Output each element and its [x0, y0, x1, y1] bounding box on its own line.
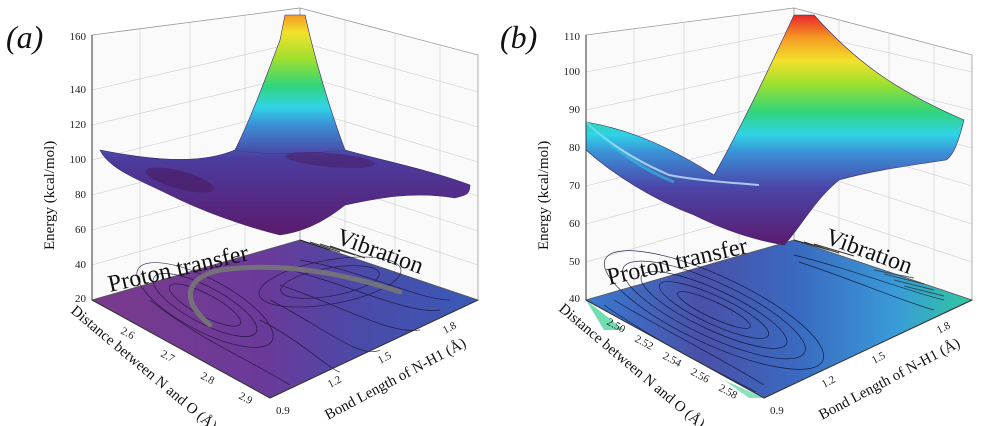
- z-tick: 40: [75, 259, 87, 271]
- x-tick: 1.5: [376, 349, 394, 366]
- z-tick: 100: [70, 154, 87, 166]
- chart-b-z-ticks: 40 50 60 70 80 90 100 110: [564, 31, 581, 305]
- chart-b-contour-floor: [584, 239, 974, 399]
- chart-b-surface: [584, 14, 965, 246]
- x-tick: 0.9: [276, 405, 290, 417]
- chart-a-contour-floor: [90, 239, 480, 399]
- z-tick: 90: [569, 104, 581, 116]
- chart-a-reaction-path: [187, 264, 403, 328]
- y-tick: 2.8: [199, 370, 217, 387]
- chart-b-x-ticks: 0.9 1.2 1.5 1.8: [770, 319, 953, 417]
- chart-b-svg: 40 50 60 70 80 90 100 110 2.50 2.52 2.54…: [500, 7, 974, 426]
- z-tick: 160: [70, 31, 87, 43]
- x-tick: 1.5: [870, 349, 888, 366]
- z-tick: 40: [569, 293, 581, 305]
- x-tick: 1.8: [935, 319, 953, 336]
- chart-a-svg: 20 40 60 80 100 120 140 160 2.6 2.7 2.8 …: [6, 7, 480, 426]
- y-tick: 2.7: [159, 348, 177, 365]
- chart-b-panel-label: (b): [500, 19, 537, 55]
- chart-a-y-ticks: 2.6 2.7 2.8 2.9: [119, 325, 255, 407]
- chart-a-axes: [91, 35, 479, 399]
- x-tick: 1.8: [441, 319, 459, 336]
- z-tick: 80: [75, 189, 87, 201]
- z-tick: 100: [564, 66, 581, 78]
- y-tick: 2.9: [237, 390, 255, 407]
- y-tick: 2.58: [717, 382, 740, 402]
- chart-b-z-axis-label: Energy (kcal/mol): [536, 141, 552, 250]
- z-tick: 70: [569, 180, 581, 192]
- x-tick: 1.2: [820, 374, 838, 391]
- chart-a-panel-label: (a): [6, 19, 43, 55]
- chart-b-axes: [585, 35, 973, 399]
- x-tick: 0.9: [770, 405, 784, 417]
- z-tick: 120: [70, 119, 87, 131]
- chart-a-x-ticks: 0.9 1.2 1.5 1.8: [276, 319, 459, 417]
- y-tick: 2.56: [689, 366, 712, 386]
- z-tick: 60: [569, 218, 581, 230]
- x-tick: 1.2: [326, 374, 344, 391]
- z-tick: 140: [70, 84, 87, 96]
- z-tick: 80: [569, 142, 581, 154]
- z-tick: 60: [75, 224, 87, 236]
- y-tick: 2.6: [119, 325, 137, 342]
- chart-a-z-axis-label: Energy (kcal/mol): [42, 141, 58, 250]
- chart-a-surface: [99, 14, 471, 236]
- chart-a-z-ticks: 20 40 60 80 100 120 140 160: [70, 31, 87, 305]
- z-tick: 20: [75, 293, 87, 305]
- z-tick: 110: [564, 31, 581, 43]
- z-tick: 50: [569, 256, 581, 268]
- chart-panel-a: 20 40 60 80 100 120 140 160 2.6 2.7 2.8 …: [6, 7, 480, 426]
- y-tick: 2.54: [661, 350, 684, 370]
- chart-panel-b: 40 50 60 70 80 90 100 110 2.50 2.52 2.54…: [494, 0, 988, 426]
